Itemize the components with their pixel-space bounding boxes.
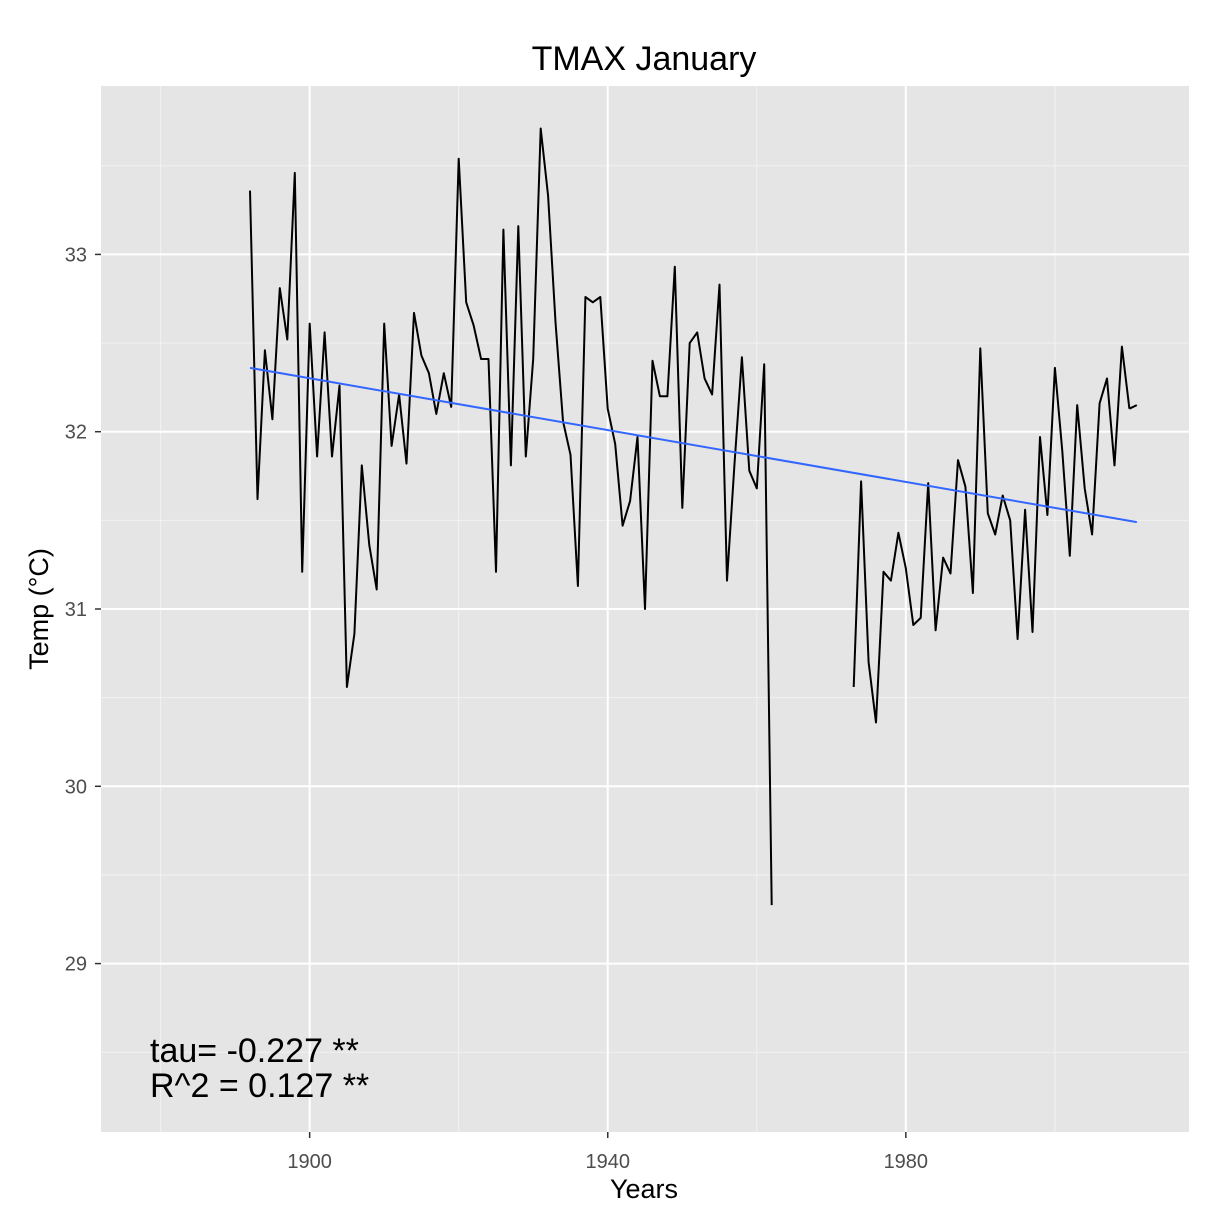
series-line-segment-2	[852, 345, 1131, 724]
y-axis-title: Temp (°C)	[24, 548, 54, 670]
y-axis-ticks: 29 30 31 32 33	[65, 244, 101, 976]
tau-annotation: tau= -0.227 **	[150, 1032, 359, 1070]
series-line-segment-1	[249, 127, 773, 906]
major-gridlines	[101, 86, 1189, 1132]
x-axis-title: Years	[610, 1174, 678, 1204]
y-tick-label: 32	[65, 422, 87, 444]
y-tick-label: 33	[65, 244, 87, 266]
x-tick-label: 1980	[884, 1151, 929, 1173]
r-squared-annotation: R^2 = 0.127 **	[150, 1067, 369, 1105]
x-tick-label: 1900	[287, 1151, 332, 1173]
series-line-segment-3	[1128, 404, 1138, 410]
trend-line	[249, 366, 1138, 524]
y-tick-label: 29	[65, 954, 87, 976]
y-tick-label: 31	[65, 599, 87, 621]
x-tick-label: 1940	[585, 1151, 630, 1173]
x-axis-ticks: 1900 1940 1980	[287, 1132, 928, 1173]
temperature-series	[249, 127, 1138, 906]
y-tick-label: 30	[65, 776, 87, 798]
chart-title: TMAX January	[532, 40, 757, 78]
